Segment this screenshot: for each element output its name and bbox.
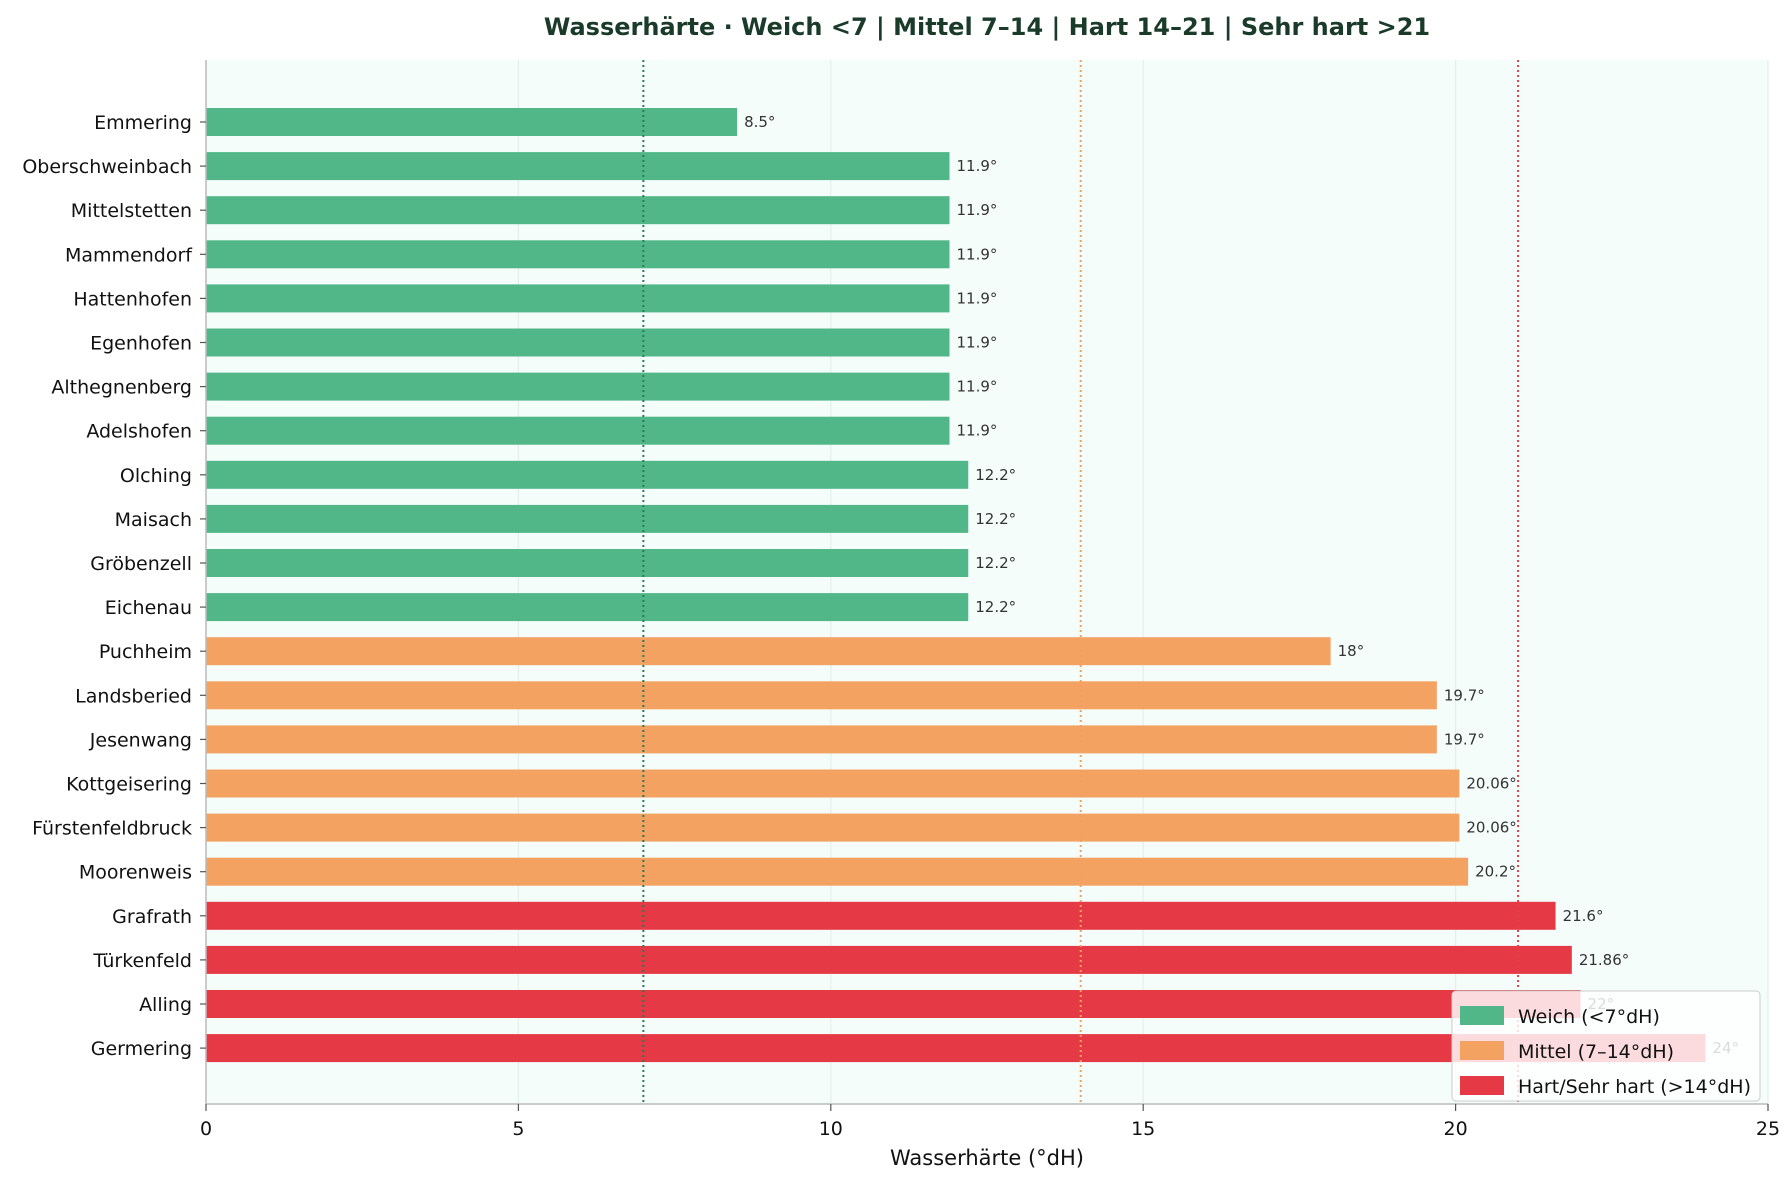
value-label: 11.9°	[957, 378, 998, 396]
bar	[206, 372, 950, 401]
category-label: Alling	[139, 994, 192, 1016]
bar	[206, 990, 1581, 1018]
bar	[206, 416, 950, 445]
bar	[206, 460, 969, 489]
reference-lines	[642, 60, 1520, 1104]
category-label: Grafrath	[112, 906, 192, 928]
bar	[206, 901, 1556, 930]
value-label: 11.9°	[957, 289, 998, 307]
bar	[206, 945, 1572, 974]
bar	[206, 196, 950, 225]
bar	[206, 637, 1331, 666]
x-axis-title: Wasserhärte (°dH)	[890, 1146, 1084, 1170]
bar	[206, 240, 950, 269]
value-label: 18°	[1338, 642, 1365, 660]
category-label: Oberschweinbach	[22, 156, 192, 178]
legend-label: Hart/Sehr hart (>14°dH)	[1518, 1076, 1751, 1098]
value-label: 21.6°	[1563, 907, 1604, 925]
value-label: 11.9°	[957, 422, 998, 440]
value-label: 19.7°	[1444, 730, 1485, 748]
bar	[206, 504, 969, 533]
value-label: 8.5°	[744, 113, 775, 131]
legend-swatch	[1460, 1076, 1504, 1095]
legend-label: Mittel (7–14°dH)	[1518, 1041, 1674, 1063]
x-ticks: 0 5 10 15 20 25	[200, 1104, 1780, 1140]
category-label: Hattenhofen	[73, 288, 192, 310]
category-label: Kottgeisering	[66, 774, 192, 796]
category-label: Maisach	[115, 509, 192, 531]
bar	[206, 593, 969, 622]
legend-box	[1451, 990, 1761, 1102]
category-label: Germering	[91, 1038, 192, 1060]
bar	[206, 769, 1460, 798]
category-label: Landsberied	[75, 685, 192, 707]
bar	[206, 549, 969, 577]
value-label: 12.2°	[975, 466, 1016, 484]
x-tick-label: 0	[200, 1118, 212, 1140]
category-label: Eichenau	[105, 597, 192, 619]
value-label: 11.9°	[957, 334, 998, 352]
value-label: 21.86°	[1579, 951, 1629, 969]
legend-swatch	[1460, 1006, 1504, 1025]
bar	[206, 725, 1437, 754]
bar	[206, 284, 950, 313]
bar	[206, 857, 1469, 886]
value-label: 12.2°	[975, 598, 1016, 616]
bar	[206, 152, 950, 181]
category-label: Olching	[120, 465, 192, 487]
x-tick-label: 10	[819, 1118, 843, 1140]
bar	[206, 681, 1437, 710]
category-label: Emmering	[94, 112, 192, 134]
value-label: 12.2°	[975, 510, 1016, 528]
x-tick-label: 25	[1756, 1118, 1780, 1140]
value-labels: 8.5° 11.9° 11.9° 11.9° 11.9° 11.9° 11.9° 11.9° 1…	[744, 113, 1739, 1057]
category-label: Adelshofen	[86, 421, 192, 443]
x-tick-label: 15	[1131, 1118, 1155, 1140]
plot-background	[206, 60, 1768, 1104]
category-label: Mittelstetten	[71, 200, 192, 222]
category-labels: Emmering Oberschweinbach Mittelstetten Mamm…	[22, 112, 206, 1060]
value-label: 11.9°	[957, 245, 998, 263]
bar	[206, 328, 950, 357]
x-tick-label: 20	[1444, 1118, 1468, 1140]
category-label: Puchheim	[99, 641, 192, 663]
bar	[206, 108, 738, 136]
category-label: Moorenweis	[79, 862, 192, 884]
category-label: Althegnenberg	[51, 377, 192, 399]
value-label: 12.2°	[975, 554, 1016, 572]
legend-label: Weich (<7°dH)	[1518, 1006, 1660, 1028]
value-label: 19.7°	[1444, 686, 1485, 704]
value-label: 11.9°	[957, 201, 998, 219]
x-tick-label: 5	[512, 1118, 524, 1140]
legend-swatch	[1460, 1041, 1504, 1060]
legend: Weich (<7°dH) Mittel (7–14°dH) Hart/Sehr h…	[1451, 990, 1761, 1102]
category-label: Gröbenzell	[90, 553, 192, 575]
value-label: 20.06°	[1466, 775, 1516, 793]
category-label: Mammendorf	[65, 244, 193, 266]
bar	[206, 813, 1460, 842]
chart-title: Wasserhärte · Weich <7 | Mittel 7–14 | H…	[544, 13, 1430, 41]
value-label: 20.2°	[1475, 863, 1516, 881]
value-label: 11.9°	[957, 157, 998, 175]
category-label: Egenhofen	[90, 333, 192, 355]
category-label: Jesenwang	[89, 729, 192, 751]
value-label: 20.06°	[1466, 819, 1516, 837]
category-label: Fürstenfeldbruck	[32, 818, 192, 840]
category-label: Türkenfeld	[92, 950, 192, 972]
